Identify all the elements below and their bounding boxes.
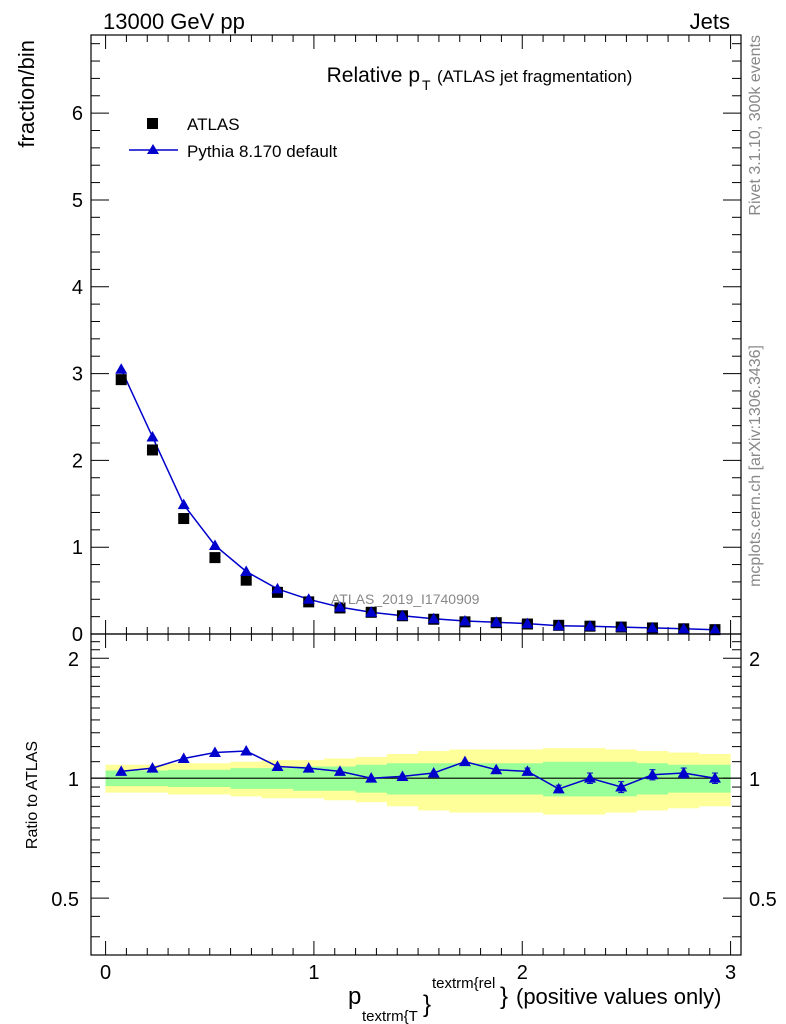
ratio-y-tick-label-right: 2 xyxy=(749,649,760,671)
ratio-pythia-marker xyxy=(177,752,190,764)
ratio-pythia-marker xyxy=(396,770,409,781)
ratio-pythia-marker xyxy=(583,772,596,783)
main-y-tick-label: 4 xyxy=(72,277,83,299)
pythia-marker xyxy=(271,582,284,594)
pythia-marker xyxy=(333,601,346,612)
pythia-marker xyxy=(458,614,471,626)
pythia-marker xyxy=(396,609,409,621)
ratio-pythia-marker xyxy=(708,772,721,783)
atlas-marker xyxy=(115,374,127,386)
ratio-pythia-marker xyxy=(427,767,440,778)
ratio-y-tick-label-right: 0.5 xyxy=(749,889,777,911)
ratio-pythia-marker xyxy=(552,782,565,794)
main-y-tick-label: 3 xyxy=(72,364,83,386)
main-title-rest: (ATLAS jet fragmentation) xyxy=(437,67,632,86)
ratio-y-tick-label: 1 xyxy=(68,769,79,791)
pythia-marker xyxy=(177,498,190,510)
main-y-tick-label: 0 xyxy=(72,624,83,646)
header-left: 13000 GeV pp xyxy=(103,9,245,34)
rivet-label: Rivet 3.1.10, 300k events xyxy=(747,35,764,216)
pythia-marker xyxy=(146,430,159,442)
main-y-tick-label: 1 xyxy=(72,537,83,559)
ratio-pythia-marker xyxy=(271,760,284,771)
ratio-pythia-marker xyxy=(146,762,159,773)
svg-text:}: } xyxy=(500,983,508,1010)
pythia-marker xyxy=(521,617,534,629)
pythia-marker xyxy=(646,621,659,633)
ratio-pythia-marker xyxy=(365,772,378,783)
ratio-pythia-marker xyxy=(615,781,628,792)
pythia-marker xyxy=(490,616,503,627)
ratio-pythia-marker xyxy=(646,768,659,780)
ratio-pythia-line xyxy=(121,750,716,790)
legend: ATLAS Pythia 8.170 default xyxy=(129,115,338,161)
ratio-pythia-marker xyxy=(677,767,690,778)
legend-pythia-label: Pythia 8.170 default xyxy=(187,142,338,161)
legend-pythia-marker xyxy=(147,144,159,154)
pythia-marker xyxy=(365,606,378,617)
x-tick-label: 1 xyxy=(308,962,319,984)
ratio-y-axis-label: Ratio to ATLAS xyxy=(24,741,41,849)
ratio-pythia-marker xyxy=(333,765,346,776)
ratio-pythia-marker xyxy=(521,765,534,776)
pythia-marker xyxy=(677,622,690,634)
ratio-y-tick-label-right: 1 xyxy=(749,769,760,791)
x-tick-label: 3 xyxy=(725,962,736,984)
main-plot-area: 0 1 2 3 4 5 6 xyxy=(72,34,742,646)
pythia-marker xyxy=(115,363,128,374)
pythia-marker xyxy=(615,621,628,632)
x-axis-label: p textrm{T } textrm{rel } (positive valu… xyxy=(348,975,721,1024)
mcplots-label: mcplots.cern.ch [arXiv:1306.3436] xyxy=(747,345,764,587)
x-tick-label: 2 xyxy=(517,962,528,984)
atlas-marker xyxy=(240,574,252,586)
ratio-pythia-marker xyxy=(302,762,315,773)
pythia-marker xyxy=(302,593,315,604)
atlas-marker xyxy=(146,444,158,456)
pythia-marker xyxy=(552,619,565,631)
atlas-marker xyxy=(209,552,221,564)
main-title-sub: T xyxy=(422,77,431,93)
ratio-pythia-marker xyxy=(115,765,128,776)
header-right: Jets xyxy=(690,9,730,34)
atlas-marker xyxy=(178,513,190,525)
legend-atlas-marker xyxy=(147,118,158,129)
legend-atlas-label: ATLAS xyxy=(187,115,240,134)
pythia-marker xyxy=(583,620,596,631)
svg-text:textrm{T: textrm{T xyxy=(362,1008,418,1024)
main-title: Relative p xyxy=(327,64,420,87)
ratio-y-tick-label: 0.5 xyxy=(51,889,79,911)
ratio-pythia-marker xyxy=(208,746,221,757)
svg-text:textrm{rel: textrm{rel xyxy=(432,975,495,992)
ratio-y-tick-label: 2 xyxy=(68,649,79,671)
pythia-marker xyxy=(240,565,253,576)
x-tick-label: 0 xyxy=(100,962,111,984)
main-y-tick-label: 5 xyxy=(72,190,83,212)
ratio-plot-area: 0 1 2 3 0.5 0.5 1 1 2 2 xyxy=(51,633,777,984)
main-y-tick-label: 2 xyxy=(72,450,83,472)
ratio-plot-frame xyxy=(90,633,742,956)
analysis-label: ATLAS_2019_I1740909 xyxy=(331,591,480,607)
ratio-pythia-marker xyxy=(240,744,253,756)
main-y-tick-label: 6 xyxy=(72,103,83,125)
svg-text:}: } xyxy=(423,991,431,1018)
ratio-pythia-marker xyxy=(490,763,503,775)
pythia-marker xyxy=(427,612,440,624)
svg-text:p: p xyxy=(348,983,361,1010)
svg-text:(positive values only): (positive values only) xyxy=(516,984,721,1009)
pythia-marker xyxy=(208,539,221,550)
main-y-axis-label: fraction/bin xyxy=(14,40,39,148)
ratio-pythia-marker xyxy=(458,755,471,767)
ratio-band-inner xyxy=(105,761,731,797)
pythia-marker xyxy=(708,623,721,635)
